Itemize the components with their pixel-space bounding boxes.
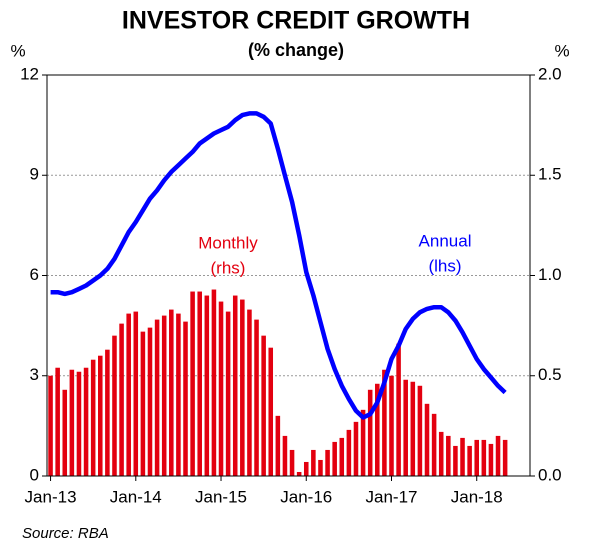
bar	[83, 367, 89, 476]
bar	[488, 443, 494, 476]
bar	[389, 375, 394, 476]
bar	[311, 449, 316, 476]
series-label: Monthly	[198, 233, 258, 252]
y-tick-label: 3	[30, 365, 39, 384]
y2-tick-label: 1.5	[538, 165, 562, 184]
bar	[133, 311, 139, 476]
bar	[495, 435, 501, 476]
bar	[48, 375, 53, 476]
bar	[424, 403, 430, 476]
bar	[446, 435, 451, 476]
y-tick-label: 0	[30, 465, 39, 484]
bar	[396, 343, 401, 476]
x-tick-label: Jan-15	[195, 487, 247, 506]
bar	[232, 295, 238, 476]
bar	[140, 331, 146, 476]
bar	[332, 441, 337, 476]
bar	[360, 409, 366, 476]
bar	[90, 359, 96, 476]
bar	[460, 437, 465, 476]
bar	[169, 309, 174, 476]
bar	[296, 471, 302, 476]
bar	[105, 349, 110, 476]
y2-tick-label: 1.0	[538, 265, 562, 284]
bar	[275, 415, 281, 476]
bar	[431, 413, 437, 476]
line	[50, 111, 507, 420]
bar	[69, 369, 75, 476]
bar	[97, 355, 103, 476]
bar	[474, 439, 480, 476]
bar	[112, 335, 117, 476]
bar	[325, 449, 330, 476]
y2-tick-label: 0.5	[538, 365, 562, 384]
bar	[303, 461, 309, 476]
y2-axis-label: %	[554, 41, 569, 60]
bar	[282, 435, 288, 476]
plot-frame	[46, 74, 531, 477]
bar	[382, 369, 387, 476]
bar	[367, 389, 373, 476]
bar	[55, 367, 60, 476]
bar	[289, 449, 295, 476]
bar	[147, 327, 153, 476]
bar	[339, 437, 345, 476]
y-tick-label: 6	[30, 265, 39, 284]
bar	[375, 383, 380, 476]
bar	[154, 319, 160, 476]
bar	[126, 313, 131, 476]
x-tick-label: Jan-13	[25, 487, 77, 506]
series-axis-label: (rhs)	[211, 258, 246, 277]
bar	[318, 459, 323, 476]
series-axis-label: (lhs)	[428, 256, 461, 275]
bar	[176, 313, 181, 476]
x-tick-label: Jan-17	[366, 487, 418, 506]
bar	[481, 439, 487, 476]
y-axis-label: %	[10, 41, 25, 60]
x-tick-label: Jan-14	[110, 487, 162, 506]
chart-subtitle: (% change)	[248, 40, 344, 60]
bar	[183, 321, 188, 476]
y2-tick-label: 2.0	[538, 64, 562, 83]
bar	[261, 335, 266, 476]
bar	[346, 429, 352, 476]
x-tick-label: Jan-16	[280, 487, 332, 506]
bar	[161, 315, 167, 476]
bar	[62, 389, 68, 476]
bar	[218, 301, 224, 476]
bar	[410, 381, 416, 476]
y2-tick-label: 0.0	[538, 465, 562, 484]
source: Source: RBA	[22, 525, 109, 542]
bar	[204, 295, 210, 476]
bar	[268, 347, 274, 476]
bar	[225, 311, 231, 476]
y-tick-label: 12	[20, 64, 39, 83]
x-tick-label: Jan-18	[451, 487, 503, 506]
bar	[247, 309, 252, 476]
bar	[76, 371, 82, 476]
bar	[254, 319, 259, 476]
bar	[211, 289, 217, 476]
y-tick-label: 9	[30, 165, 39, 184]
bar	[502, 439, 508, 476]
bar	[240, 299, 245, 476]
bar	[353, 421, 359, 476]
bar	[417, 385, 423, 476]
series-label: Annual	[419, 231, 472, 250]
bar	[190, 291, 195, 476]
chart-title: INVESTOR CREDIT GROWTH	[122, 7, 470, 35]
bar	[403, 379, 408, 476]
bar	[453, 445, 458, 476]
bar	[197, 291, 202, 476]
bar	[467, 445, 472, 476]
bar	[119, 323, 124, 476]
bar	[438, 431, 444, 476]
